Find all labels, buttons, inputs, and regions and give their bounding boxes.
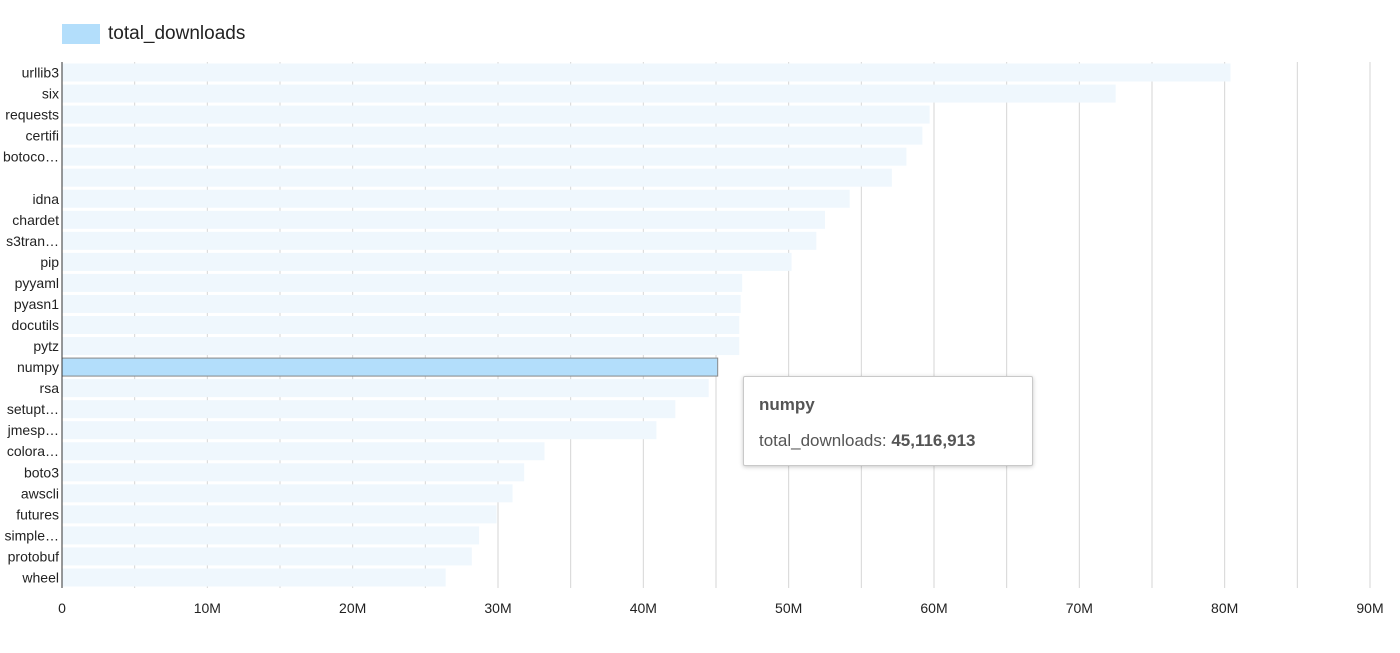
category-label: protobuf (8, 548, 59, 564)
tooltip-series-label: total_downloads: (759, 431, 892, 450)
bar-pytz (62, 337, 740, 356)
bar-colora… (62, 442, 545, 461)
x-tick-label: 70M (1066, 600, 1093, 616)
bar-pip (62, 252, 792, 271)
category-label: numpy (17, 359, 59, 375)
category-label: jmesp… (7, 422, 59, 438)
x-tick-label: 10M (194, 600, 221, 616)
bar-wheel (62, 568, 446, 587)
category-label: idna (33, 191, 60, 207)
category-label: botoco… (3, 149, 59, 165)
bar-idna (62, 189, 850, 208)
bar-rsa (62, 379, 709, 398)
x-tick-label: 50M (775, 600, 802, 616)
bar-awscli (62, 484, 513, 503)
category-label: simple… (5, 527, 59, 543)
tooltip-value: 45,116,913 (891, 431, 976, 450)
legend-swatch (62, 24, 100, 44)
x-tick-label: 30M (484, 600, 511, 616)
category-label: setupt… (7, 401, 59, 417)
bar-certifi (62, 126, 923, 145)
chart-tooltip: numpy total_downloads: 45,116,913 (743, 376, 1033, 466)
tooltip-value-line: total_downloads: 45,116,913 (759, 431, 975, 451)
chart-legend[interactable]: total_downloads (62, 23, 245, 45)
category-label: wheel (21, 569, 59, 585)
x-tick-label: 0 (58, 600, 66, 616)
category-label: pyasn1 (14, 296, 59, 312)
x-tick-label: 90M (1356, 600, 1383, 616)
bar-setupt… (62, 400, 676, 419)
bar-six (62, 84, 1116, 103)
bar-s3tran… (62, 231, 817, 250)
category-label: requests (5, 107, 59, 123)
bar-chardet (62, 210, 825, 229)
legend-label: total_downloads (108, 23, 246, 44)
category-label: s3tran… (6, 233, 59, 249)
bar-botoco… (62, 147, 907, 166)
category-label: chardet (12, 212, 59, 228)
bar-numpy (61, 357, 719, 377)
bar-docutils (62, 316, 740, 334)
bar-futures (62, 505, 497, 524)
category-label: rsa (40, 380, 60, 396)
bar-boto3 (62, 463, 525, 482)
category-label: pyyaml (15, 275, 59, 291)
x-tick-label: 60M (920, 600, 947, 616)
category-label: boto3 (24, 464, 59, 480)
category-label: futures (16, 506, 59, 522)
category-label: six (42, 86, 59, 102)
bar-simple… (62, 526, 480, 545)
category-label: urllib3 (22, 65, 60, 81)
category-label: colora… (7, 443, 59, 459)
bar-pyasn1 (62, 294, 741, 313)
bar-jmesp… (62, 421, 657, 440)
x-tick-label: 40M (630, 600, 657, 616)
category-label: pytz (33, 338, 59, 354)
category-label: awscli (21, 485, 59, 501)
bar-protobuf (62, 547, 472, 566)
bar-urllib3 (62, 63, 1231, 82)
bar-pyyaml (62, 273, 743, 292)
category-label: certifi (26, 128, 59, 144)
category-label: docutils (12, 317, 59, 333)
tooltip-title: numpy (759, 395, 815, 414)
x-tick-label: 20M (339, 600, 366, 616)
bar-unlabeled (62, 168, 892, 187)
bar-requests (62, 105, 930, 124)
category-label: pip (40, 254, 59, 270)
x-tick-label: 80M (1211, 600, 1238, 616)
